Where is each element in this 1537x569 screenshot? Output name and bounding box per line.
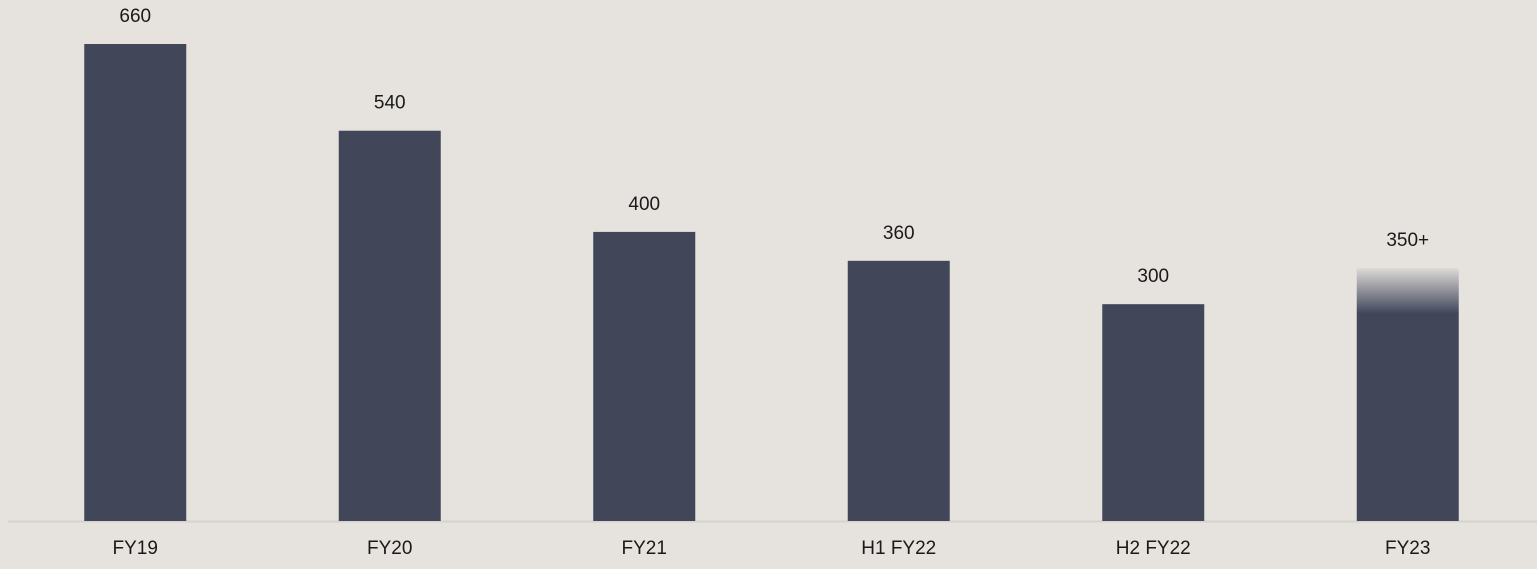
bar bbox=[593, 231, 696, 521]
x-tick-label: FY20 bbox=[367, 538, 412, 559]
x-tick-label: H1 FY22 bbox=[861, 538, 936, 559]
bar bbox=[338, 130, 441, 521]
value-label: 540 bbox=[374, 93, 406, 114]
bar bbox=[84, 44, 187, 521]
x-tick-label: FY21 bbox=[622, 538, 667, 559]
value-label: 300 bbox=[1137, 266, 1169, 287]
bar bbox=[1356, 268, 1459, 521]
x-tick-label: FY19 bbox=[113, 538, 158, 559]
x-tick-label: H2 FY22 bbox=[1116, 538, 1191, 559]
bar bbox=[847, 260, 950, 521]
value-label: 350+ bbox=[1386, 230, 1429, 251]
value-label: 360 bbox=[883, 223, 915, 244]
value-label: 400 bbox=[628, 194, 660, 215]
value-label: 660 bbox=[119, 6, 151, 27]
x-tick-label: FY23 bbox=[1385, 538, 1430, 559]
bar bbox=[1102, 304, 1205, 521]
